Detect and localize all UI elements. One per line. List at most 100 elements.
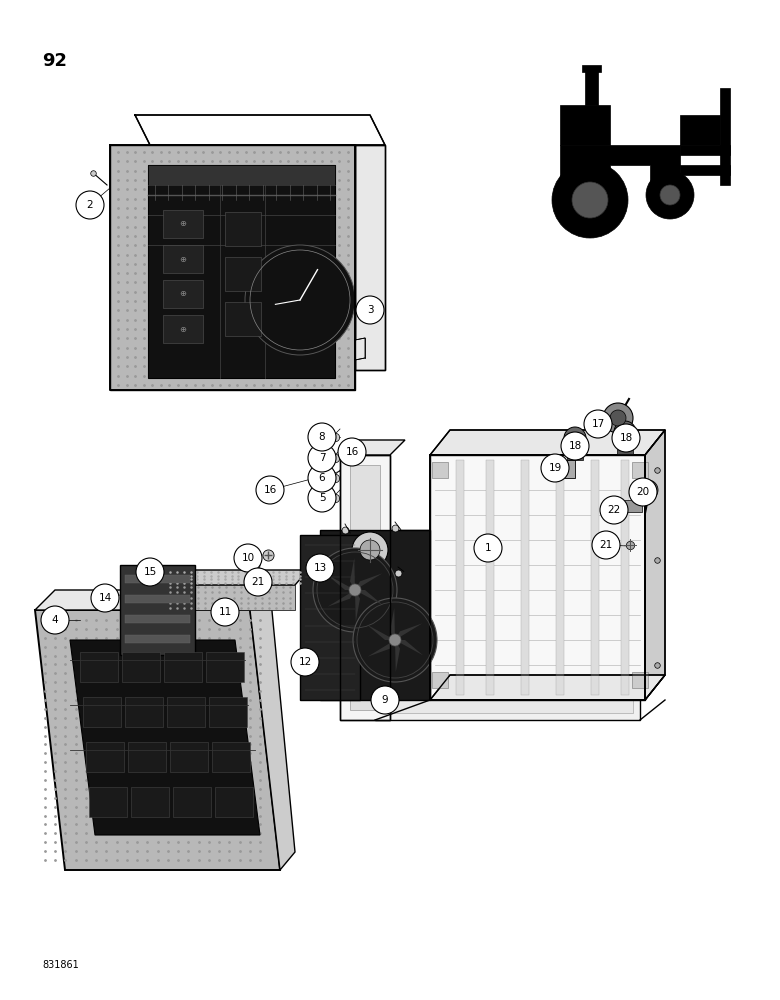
Bar [632, 672, 648, 688]
Bar [131, 787, 169, 817]
Circle shape [584, 410, 612, 438]
Circle shape [308, 423, 336, 451]
Polygon shape [328, 590, 355, 607]
Polygon shape [320, 530, 430, 700]
Circle shape [660, 185, 680, 205]
Polygon shape [35, 610, 280, 870]
Bar [206, 652, 244, 682]
Circle shape [561, 432, 589, 460]
Polygon shape [165, 570, 308, 585]
Polygon shape [585, 70, 598, 105]
Circle shape [136, 558, 164, 586]
Polygon shape [395, 640, 400, 672]
Polygon shape [148, 165, 335, 378]
Polygon shape [135, 115, 385, 145]
Polygon shape [148, 165, 335, 185]
Circle shape [308, 464, 336, 492]
Polygon shape [680, 145, 730, 155]
Polygon shape [250, 590, 295, 870]
Circle shape [308, 444, 336, 472]
Text: 21: 21 [599, 540, 612, 550]
Circle shape [360, 540, 380, 560]
Circle shape [541, 454, 569, 482]
Text: 9: 9 [381, 695, 388, 705]
Polygon shape [367, 640, 395, 657]
Text: 6: 6 [319, 473, 325, 483]
Polygon shape [560, 145, 680, 185]
Polygon shape [395, 640, 423, 655]
Circle shape [308, 484, 336, 512]
Polygon shape [70, 640, 260, 835]
Bar [209, 697, 247, 727]
Text: 22: 22 [608, 505, 621, 515]
Polygon shape [327, 575, 355, 590]
Circle shape [474, 534, 502, 562]
Text: 17: 17 [591, 419, 604, 429]
Polygon shape [120, 565, 195, 655]
Circle shape [306, 554, 334, 582]
Bar [167, 697, 205, 727]
Circle shape [313, 548, 397, 632]
Text: 92: 92 [42, 52, 67, 70]
Text: 4: 4 [51, 615, 58, 625]
Polygon shape [340, 455, 390, 720]
Text: 18: 18 [569, 441, 582, 451]
Bar [164, 652, 202, 682]
Text: 10: 10 [242, 553, 254, 563]
Polygon shape [521, 460, 529, 695]
Bar [432, 672, 448, 688]
Text: ⊕: ⊕ [179, 220, 186, 229]
Circle shape [603, 403, 633, 433]
Circle shape [629, 478, 657, 506]
Bar [225, 212, 261, 246]
Polygon shape [165, 585, 295, 610]
Polygon shape [390, 608, 395, 640]
Polygon shape [621, 460, 629, 695]
Bar [125, 615, 190, 623]
Polygon shape [300, 535, 360, 700]
Polygon shape [591, 460, 599, 695]
Circle shape [600, 496, 628, 524]
Text: 7: 7 [319, 453, 325, 463]
Polygon shape [680, 115, 720, 145]
Circle shape [76, 191, 104, 219]
Text: 1: 1 [484, 543, 491, 553]
Text: 16: 16 [264, 485, 277, 495]
Text: ⊕: ⊕ [179, 290, 186, 298]
Polygon shape [395, 623, 422, 640]
Polygon shape [350, 558, 355, 590]
Circle shape [569, 432, 581, 444]
Text: 21: 21 [251, 577, 264, 587]
Bar [163, 210, 203, 238]
Polygon shape [350, 465, 380, 710]
Polygon shape [382, 537, 633, 713]
Text: 13: 13 [314, 563, 327, 573]
Bar [163, 315, 203, 343]
Polygon shape [110, 145, 355, 390]
Circle shape [371, 686, 399, 714]
Circle shape [564, 427, 586, 449]
Circle shape [552, 162, 628, 238]
Bar [122, 652, 160, 682]
Text: 19: 19 [548, 463, 562, 473]
Bar [225, 257, 261, 291]
Bar [83, 697, 121, 727]
Bar [86, 742, 124, 772]
Circle shape [211, 598, 239, 626]
Circle shape [572, 182, 608, 218]
Polygon shape [375, 530, 640, 720]
Bar [620, 500, 642, 512]
Circle shape [646, 171, 694, 219]
Bar [89, 787, 127, 817]
Polygon shape [355, 145, 385, 370]
Polygon shape [582, 65, 601, 72]
Polygon shape [560, 105, 610, 145]
Polygon shape [430, 430, 665, 455]
Bar [225, 302, 261, 336]
Circle shape [638, 480, 658, 500]
Circle shape [614, 421, 636, 443]
Polygon shape [367, 625, 395, 640]
Polygon shape [340, 440, 405, 455]
Polygon shape [680, 165, 730, 175]
Polygon shape [486, 460, 494, 695]
